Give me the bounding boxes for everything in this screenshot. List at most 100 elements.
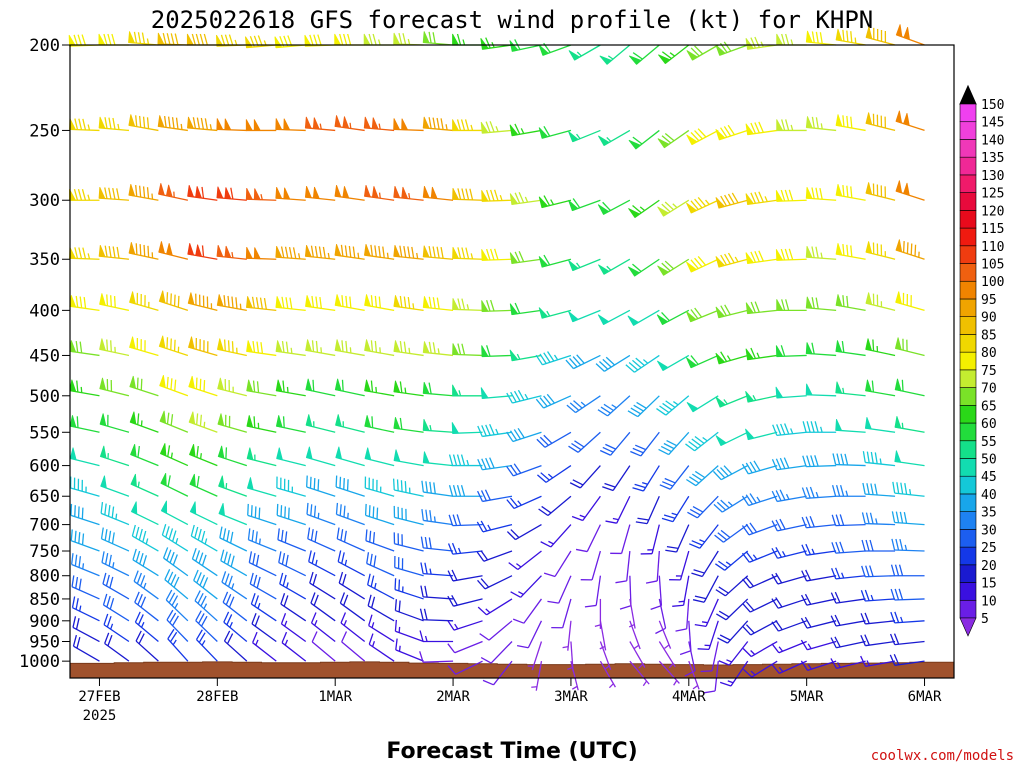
wind-barb <box>531 661 543 691</box>
y-axis: 200 250 300 350 400 450 500 550 600 650 700 750 800 8… <box>19 36 70 672</box>
wind-barb <box>890 611 925 624</box>
wind-barb <box>160 473 189 497</box>
wind-barb <box>195 629 218 662</box>
wind-barb <box>99 293 130 311</box>
wind-barb <box>216 294 247 312</box>
wind-barb <box>538 254 572 268</box>
wind-barb <box>130 473 159 497</box>
wind-barb <box>447 569 483 582</box>
wind-barb <box>894 378 925 397</box>
wind-barb <box>452 298 483 312</box>
wind-barb <box>452 119 483 132</box>
wind-barb <box>602 465 631 492</box>
colorbar-bin <box>959 564 977 583</box>
wind-barb <box>599 660 616 689</box>
wind-barb <box>421 480 454 497</box>
wind-barb <box>598 258 631 275</box>
wind-barb <box>334 378 365 397</box>
colorbar-label: 10 <box>981 594 997 609</box>
wind-barb <box>166 609 189 642</box>
wind-barb <box>692 575 719 603</box>
wind-barb <box>595 354 631 372</box>
wind-barb <box>659 465 690 490</box>
wind-barb <box>741 550 778 563</box>
wind-barb <box>220 549 248 577</box>
wind-barb <box>745 250 778 265</box>
wind-barb <box>615 550 631 584</box>
wind-barb <box>656 354 690 372</box>
wind-barb <box>480 37 513 50</box>
wind-barb <box>865 182 896 201</box>
wind-barb <box>802 421 837 433</box>
x-tick-label: 5MAR <box>790 689 824 705</box>
wind-barb <box>422 341 454 357</box>
wind-barb <box>679 620 692 656</box>
wind-barb <box>509 123 542 137</box>
wind-barb <box>477 598 513 616</box>
wind-barb <box>629 641 646 669</box>
colorbar-label: 5 <box>981 612 989 627</box>
wind-barb <box>305 378 336 397</box>
wind-barb <box>862 482 896 497</box>
wind-barb <box>771 489 807 503</box>
wind-barb <box>506 524 542 541</box>
colorbar-label: 80 <box>981 346 997 361</box>
colorbar-bin <box>959 529 977 548</box>
wind-barb <box>835 340 866 357</box>
wind-barb <box>741 493 778 507</box>
wind-barbs <box>68 24 925 694</box>
colorbar-bin <box>959 387 977 406</box>
wind-barb <box>800 660 837 672</box>
wind-barb <box>68 34 100 47</box>
wind-barb <box>365 529 395 552</box>
wind-barb <box>860 655 896 667</box>
wind-barb <box>135 630 159 662</box>
colorbar-bin <box>959 511 977 530</box>
wind-barb <box>862 451 896 467</box>
wind-barb <box>422 245 454 260</box>
colorbar-bin <box>959 316 977 335</box>
wind-barb <box>245 247 277 260</box>
colorbar-bin <box>959 405 977 424</box>
colorbar-top-arrow <box>959 84 977 105</box>
wind-barb <box>246 415 277 433</box>
wind-barb <box>72 616 100 643</box>
wind-barb <box>715 395 748 408</box>
wind-barb <box>187 292 218 311</box>
wind-barb <box>69 415 100 433</box>
colorbar-bin <box>959 475 977 495</box>
wind-barb <box>335 475 365 497</box>
wind-barb <box>831 514 866 527</box>
wind-barb <box>249 572 277 600</box>
wind-barb <box>686 465 719 487</box>
wind-barb <box>452 33 483 46</box>
wind-barb <box>306 475 336 497</box>
y-tick-label: 650 <box>29 487 60 507</box>
wind-barb <box>422 116 454 132</box>
wind-barb <box>831 567 866 580</box>
wind-barb <box>158 241 189 260</box>
wind-barb <box>159 375 189 397</box>
wind-barb <box>890 588 925 601</box>
wind-barb <box>334 244 365 260</box>
colorbar-bin <box>959 546 977 566</box>
wind-barb <box>538 125 572 139</box>
wind-barb <box>134 591 159 622</box>
wind-barb <box>480 387 513 400</box>
wind-barb <box>775 189 807 202</box>
wind-barb <box>771 572 807 585</box>
wind-barb <box>597 309 631 326</box>
wind-barb <box>535 393 572 409</box>
wind-barb <box>102 572 130 600</box>
wind-barb <box>835 243 866 260</box>
wind-barb <box>627 258 660 277</box>
colorbar-label: 100 <box>981 275 1004 290</box>
wind-barb <box>687 495 719 519</box>
wind-barb <box>715 304 748 319</box>
colorbar-label: 55 <box>981 435 997 450</box>
y-tick-label: 300 <box>29 191 60 211</box>
wind-barb <box>99 445 130 467</box>
wind-barb <box>102 593 130 622</box>
wind-barb <box>509 302 542 316</box>
colorbar-bin <box>959 458 977 477</box>
